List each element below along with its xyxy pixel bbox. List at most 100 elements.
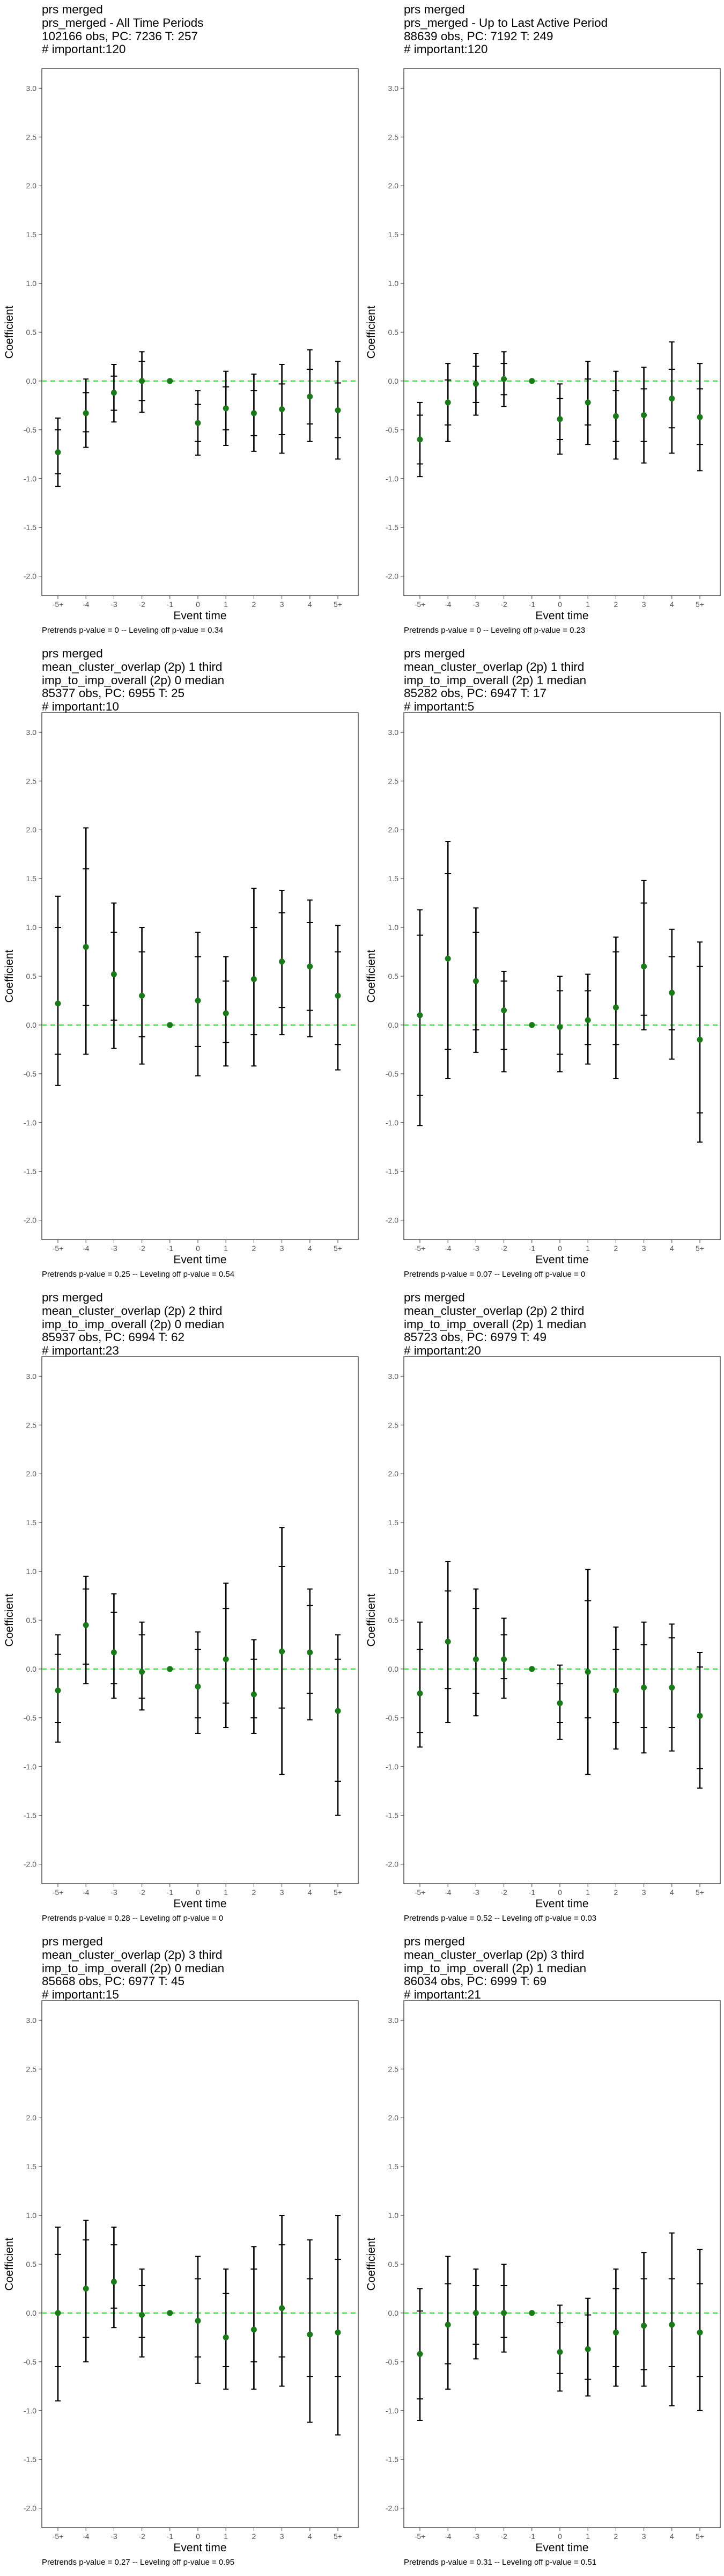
y-tick-label: -1.5	[24, 1167, 36, 1176]
pvalue-footnote: Pretrends p-value = 0.25 -- Leveling off…	[42, 1270, 235, 1279]
chart-title-line: # important:5	[404, 700, 475, 714]
coefficient-point	[83, 1622, 89, 1628]
coefficient-point	[167, 2310, 173, 2316]
x-tick-label: 5+	[334, 1888, 342, 1897]
coefficient-point	[195, 997, 201, 1004]
chart-title-line: # important:120	[42, 42, 126, 56]
y-tick-label: -0.5	[24, 1070, 36, 1078]
pvalue-footnote: Pretrends p-value = 0.31 -- Leveling off…	[404, 2558, 597, 2567]
x-axis-label: Event time	[173, 610, 226, 622]
x-tick-label: 2	[252, 600, 256, 609]
chart-title-line: prs_merged - All Time Periods	[42, 16, 204, 30]
plot-frame	[41, 2000, 359, 2528]
y-tick-label: 3.0	[388, 728, 399, 736]
y-tick-label: -1.5	[386, 523, 398, 532]
x-tick-label: 0	[558, 1888, 562, 1897]
coefficient-point	[195, 1684, 201, 1690]
x-tick-label: -4	[83, 1244, 90, 1253]
x-tick-label: 2	[614, 2532, 618, 2541]
chart-title-line: mean_cluster_overlap (2p) 3 third	[42, 1948, 223, 1962]
y-tick-label: 0.5	[26, 1616, 37, 1624]
coefficient-point	[307, 963, 313, 970]
coefficient-point	[279, 1648, 285, 1655]
y-tick-label: -1.0	[24, 1762, 36, 1771]
x-axis-label: Event time	[535, 610, 588, 622]
coefficient-point	[585, 2346, 591, 2352]
coefficient-point	[223, 2334, 229, 2340]
coefficient-point	[585, 1017, 591, 1023]
coefficient-point	[250, 2326, 257, 2333]
event-study-plot: -2.0 -1.5 -1.0 -0.5 0.0 0.5 1.0 1.5 2.0 2.5 3.0 -5+…	[3, 1356, 359, 1910]
x-tick-label: 3	[642, 600, 646, 609]
coefficient-point	[501, 2310, 507, 2316]
x-axis-label: Event time	[173, 1898, 226, 1910]
x-tick-label: -4	[83, 600, 90, 609]
y-tick-label: -1.0	[386, 474, 398, 483]
chart-title-line: 85668 obs, PC: 6977 T: 45	[42, 1974, 185, 1988]
y-tick-label: 2.0	[388, 181, 399, 190]
y-tick-label: 1.5	[26, 874, 37, 883]
chart-panel: prs merged mean_cluster_overlap (2p) 1 th…	[362, 644, 724, 1288]
coefficient-point	[307, 1649, 313, 1656]
x-tick-label: -1	[167, 600, 174, 609]
chart-title-line: prs merged	[42, 647, 103, 660]
coefficient-point	[279, 406, 285, 413]
coefficient-point	[307, 2331, 313, 2338]
y-tick-label: 1.0	[26, 923, 37, 932]
plot-frame	[403, 68, 721, 596]
x-axis-label: Event time	[535, 2542, 588, 2554]
y-tick-label: -0.5	[386, 2358, 398, 2366]
y-tick-label: -1.5	[386, 1167, 398, 1176]
y-tick-label: 1.0	[388, 1567, 399, 1576]
x-axis-label: Event time	[173, 1254, 226, 1266]
coefficient-point	[139, 1668, 145, 1675]
coefficient-point	[472, 978, 479, 984]
chart-title-line: mean_cluster_overlap (2p) 1 third	[42, 660, 223, 674]
y-tick-label: 1.0	[26, 279, 37, 288]
y-tick-label: 0.5	[26, 972, 37, 980]
x-tick-label: -2	[500, 600, 507, 609]
event-study-plot: -2.0 -1.5 -1.0 -0.5 0.0 0.5 1.0 1.5 2.0 2.5 3.0 -5+…	[3, 68, 359, 622]
y-tick-label: -0.5	[24, 2358, 36, 2366]
coefficient-point	[557, 1700, 563, 1707]
x-tick-label: -1	[167, 1244, 174, 1253]
coefficient-point	[110, 390, 117, 396]
coefficient-point	[557, 1024, 563, 1030]
y-tick-label: 1.5	[26, 2162, 37, 2171]
coefficient-point	[167, 1022, 173, 1028]
y-tick-label: 1.5	[26, 1518, 37, 1527]
chart-panel: prs merged mean_cluster_overlap (2p) 2 th…	[0, 1288, 362, 1932]
x-tick-label: -4	[445, 1888, 452, 1897]
coefficient-point	[417, 436, 423, 443]
chart-title-line: mean_cluster_overlap (2p) 2 third	[404, 1304, 585, 1318]
coefficient-point	[83, 943, 89, 950]
chart-title-line: 86034 obs, PC: 6999 T: 69	[404, 1974, 547, 1988]
coefficient-point	[641, 963, 647, 970]
chart-title-line: prs merged	[42, 1291, 103, 1304]
coefficient-point	[335, 2329, 341, 2336]
x-tick-label: 5+	[696, 1888, 704, 1897]
coefficient-point	[585, 399, 591, 406]
y-tick-label: 3.0	[388, 2016, 399, 2024]
y-tick-label: 1.5	[388, 230, 399, 239]
chart-title-line: mean_cluster_overlap (2p) 3 third	[404, 1948, 585, 1962]
coefficient-point	[669, 1684, 675, 1690]
chart-title: prs merged mean_cluster_overlap (2p) 3 th…	[42, 1935, 224, 2002]
y-tick-label: 0.0	[26, 2309, 37, 2317]
coefficient-point	[417, 1012, 423, 1019]
x-axis-label: Event time	[173, 2542, 226, 2554]
y-tick-label: 3.0	[26, 84, 37, 92]
x-tick-label: 2	[252, 1888, 256, 1897]
coefficient-point	[472, 1656, 479, 1663]
coefficient-point	[335, 407, 341, 413]
x-tick-label: 5+	[696, 2532, 704, 2541]
x-tick-label: 2	[614, 600, 618, 609]
coefficient-point	[612, 1687, 619, 1694]
x-tick-label: 2	[252, 2532, 256, 2541]
coefficient-point	[445, 2322, 451, 2328]
y-tick-label: 2.5	[388, 1421, 399, 1429]
chart-title-line: # important:23	[42, 1344, 119, 1358]
y-tick-label: 0.0	[388, 377, 399, 385]
y-tick-label: -2.0	[24, 1216, 36, 1225]
y-tick-label: 3.0	[388, 1372, 399, 1380]
